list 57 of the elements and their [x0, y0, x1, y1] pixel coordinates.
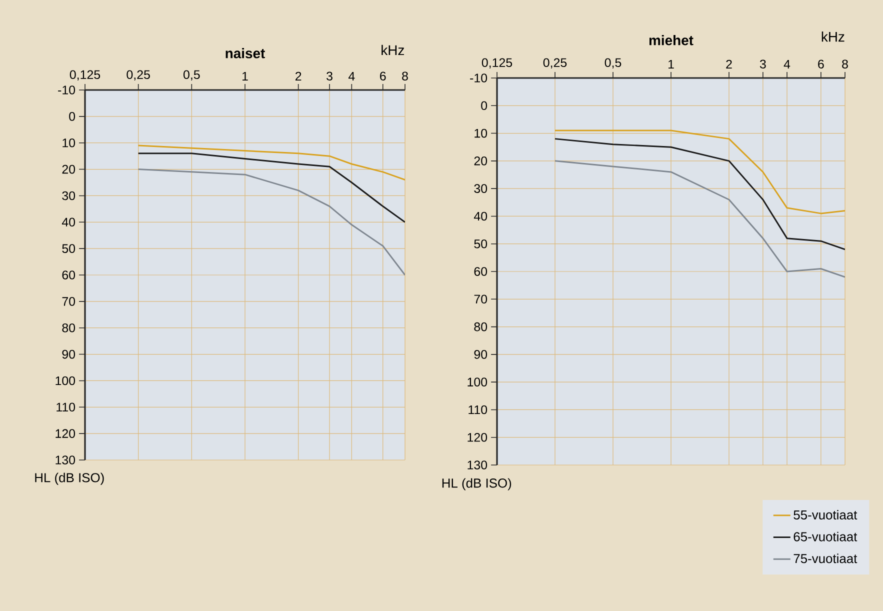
y-tick-label: 30 [62, 191, 76, 200]
y-tick-label: 120 [468, 432, 488, 442]
y-axis-title: HL (dB ISO) [442, 478, 512, 490]
x-tick-label: 6 [380, 72, 386, 81]
y-tick-label: 50 [474, 239, 488, 248]
y-tick-label: 120 [56, 429, 76, 438]
y-tick-label: -10 [58, 86, 76, 94]
y-tick-label: 90 [62, 350, 76, 359]
y-tick-label: 70 [474, 294, 488, 304]
legend-label: 55-vuotiaat [794, 510, 858, 520]
y-tick-label: 90 [474, 350, 488, 359]
y-tick-label: 50 [62, 244, 76, 253]
y-axis-title: HL (dB ISO) [35, 472, 104, 485]
x-tick-label: 0,5 [604, 58, 622, 68]
x-tick-label: 2 [295, 72, 302, 80]
x-tick-label: 8 [842, 60, 848, 69]
x-tick-label: 0,125 [482, 58, 512, 68]
y-tick-label: 110 [56, 402, 76, 412]
x-tick-label: 1 [242, 72, 248, 80]
chart-title: naiset [226, 48, 265, 58]
y-tick-label: 0 [481, 101, 488, 110]
y-tick-label: 60 [62, 270, 76, 280]
x-tick-label: 0,25 [543, 58, 567, 68]
y-tick-label: 40 [474, 212, 488, 221]
y-tick-label: 80 [474, 322, 488, 332]
x-tick-label: 1 [668, 60, 674, 68]
x-tick-label: 3 [326, 72, 332, 81]
x-tick-label: 0,25 [126, 70, 150, 80]
x-axis-title: kHz [382, 44, 404, 56]
y-tick-label: 100 [468, 378, 488, 386]
y-tick-label: 60 [474, 267, 488, 276]
y-tick-label: 80 [62, 323, 76, 332]
x-tick-label: 0,125 [70, 70, 100, 80]
y-tick-label: 20 [62, 164, 76, 174]
y-tick-label: 40 [62, 218, 76, 227]
x-tick-label: 4 [348, 72, 355, 80]
y-tick-label: 0 [69, 112, 76, 121]
y-tick-label: 20 [474, 156, 488, 166]
y-tick-label: 110 [468, 405, 488, 414]
y-tick-label: 10 [62, 138, 76, 148]
y-tick-label: -10 [470, 74, 488, 82]
x-tick-label: 3 [760, 60, 766, 69]
x-axis-title: kHz [822, 31, 844, 42]
x-tick-label: 8 [402, 72, 408, 81]
x-tick-label: 6 [818, 60, 824, 69]
x-tick-label: 2 [726, 60, 732, 68]
x-tick-label: 0,5 [183, 70, 200, 80]
chart-title: miehet [649, 35, 694, 46]
y-tick-label: 130 [468, 460, 488, 470]
y-tick-label: 10 [474, 128, 488, 138]
y-tick-label: 70 [62, 297, 76, 306]
y-tick-label: 30 [474, 184, 488, 193]
legend-label: 75-vuotiaat [794, 554, 858, 564]
y-tick-label: 100 [56, 376, 76, 386]
legend-label: 65-vuotiaat [794, 532, 858, 542]
y-tick-label: 130 [56, 456, 76, 464]
x-tick-label: 4 [784, 60, 790, 68]
